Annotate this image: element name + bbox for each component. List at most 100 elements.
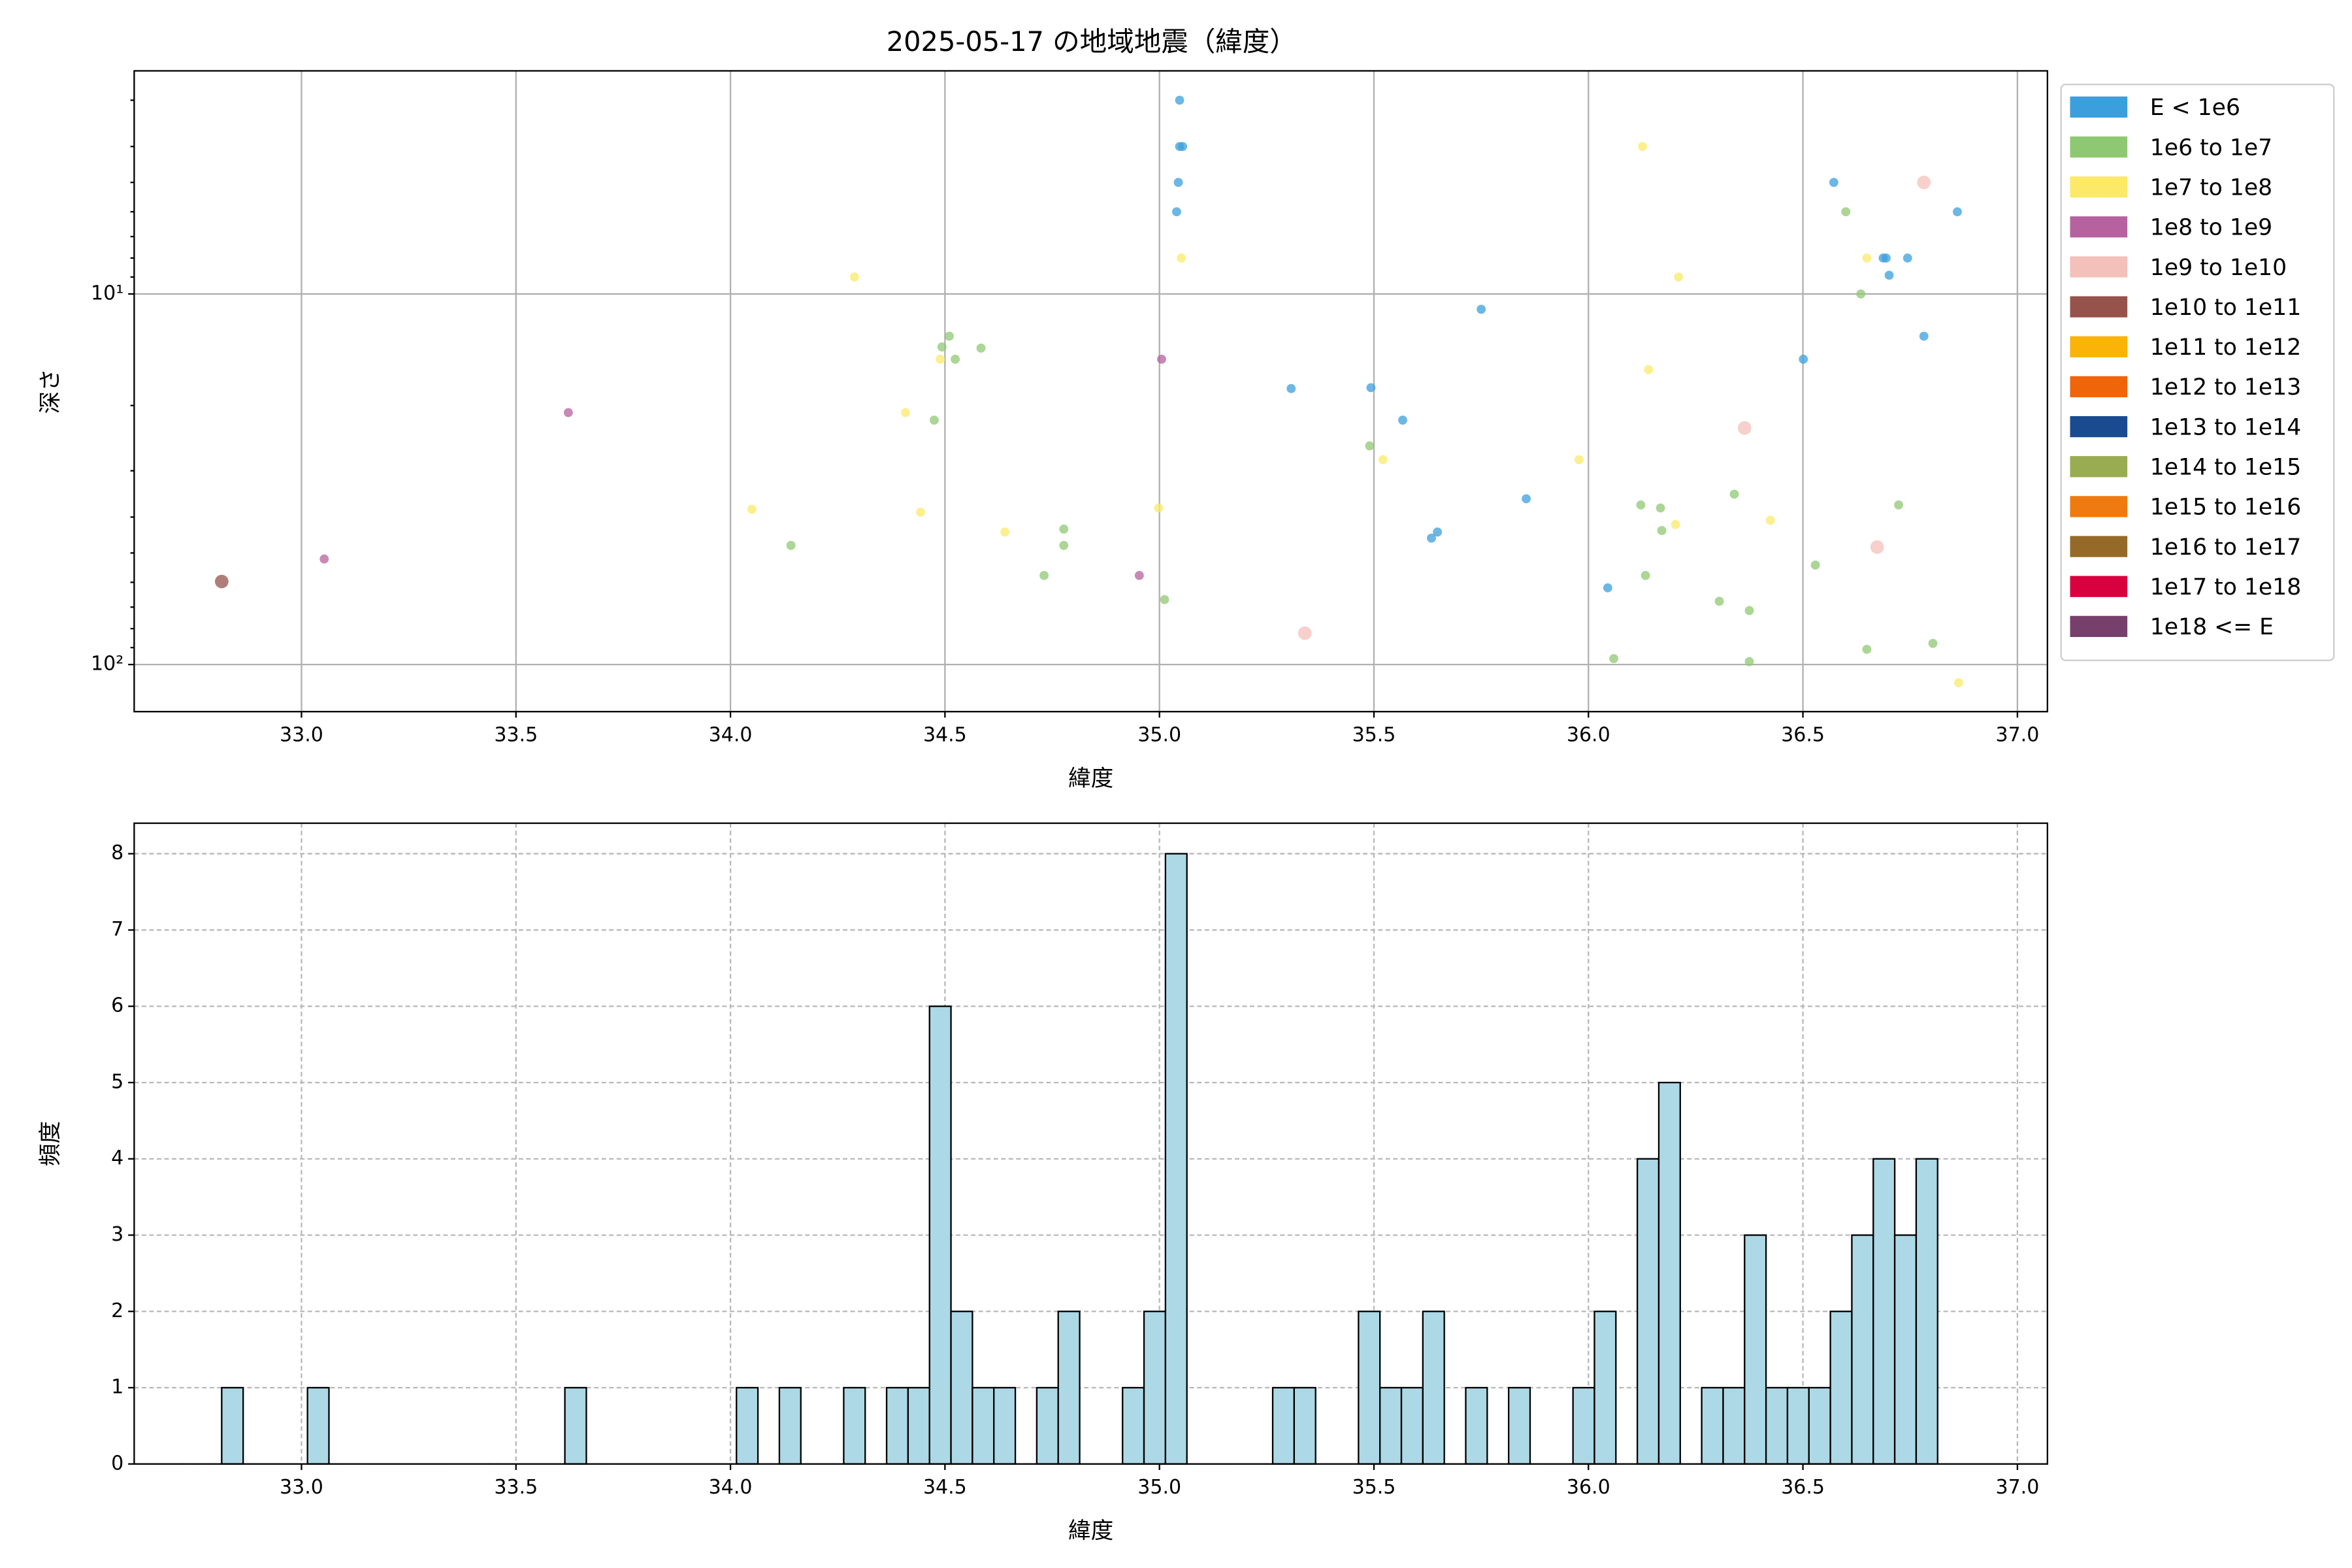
scatter-point [1039,570,1049,580]
x-tick-label: 37.0 [1995,1476,2039,1499]
scatter-point [901,408,910,417]
scatter-point [1638,142,1647,152]
scatter-point [1928,638,1938,648]
scatter-point [930,416,939,425]
scatter-point [1178,142,1188,152]
histogram-bar [928,1005,952,1465]
histogram-bar [1572,1386,1595,1465]
legend-label: 1e7 to 1e8 [2150,174,2272,201]
histogram-bar [1507,1386,1531,1465]
scatter-point [1603,583,1612,593]
scatter-point [951,354,960,364]
scatter-point [1737,421,1752,435]
y-axis-label: 深さ [37,368,63,414]
x-tick-label: 37.0 [1995,724,2039,747]
scatter-point [1365,441,1375,451]
scatter-point [1477,304,1486,314]
scatter-point [1953,207,1962,217]
histogram-bar [736,1386,759,1465]
legend-swatch [2070,296,2128,318]
plot-frame [133,822,2048,1465]
x-tick-label: 36.5 [1781,724,1825,747]
scatter-point [1641,570,1650,580]
scatter-point [1765,515,1775,525]
histogram-bar [993,1386,1017,1465]
y-tick-label: 0 [111,1452,123,1475]
x-tick-label: 35.0 [1137,724,1181,747]
x-tick-label: 36.0 [1567,724,1610,747]
y-tick-label: 6 [111,994,123,1017]
scatter-point [1810,560,1820,570]
scatter-point [849,272,859,282]
x-tick-label: 35.5 [1352,724,1396,747]
y-tick-label: 2 [111,1299,123,1322]
histogram-bar [1143,1311,1167,1465]
scatter-point [1919,331,1929,341]
x-tick-label: 35.0 [1137,1476,1181,1499]
scatter-point [1841,207,1851,217]
scatter-point [1674,272,1684,282]
scatter-point [1882,253,1891,263]
y-tick-label: 4 [111,1147,123,1169]
scatter-point [1059,524,1069,534]
x-tick-label: 34.0 [709,724,753,747]
legend-label: 1e12 to 1e13 [2150,374,2301,400]
scatter-point [1157,354,1166,364]
histogram-bar [778,1386,802,1465]
scatter-point [1433,527,1443,537]
y-tick-label: 10¹ [91,282,123,304]
scatter-point [1657,526,1667,536]
scatter-point [1917,175,1931,189]
scatter-point [1366,383,1376,393]
scatter-point [1172,207,1181,217]
legend-label: 1e6 to 1e7 [2150,135,2272,161]
histogram-bar [1164,853,1188,1465]
histogram-bar [1829,1311,1853,1465]
histogram-bar [1786,1386,1810,1465]
histogram-bar [1744,1234,1767,1465]
scatter-point [1829,178,1838,188]
histogram-bar [1808,1386,1831,1465]
x-tick-label: 34.0 [709,1476,753,1499]
scatter-point [563,408,573,417]
scatter-point [1522,494,1531,504]
scatter-point [1427,533,1436,543]
scatter-point [1656,503,1665,513]
x-axis-label: 緯度 [1068,1518,1113,1544]
y-tick-label: 5 [111,1070,123,1093]
histogram-bar [950,1311,973,1465]
histogram-bar [1636,1158,1660,1465]
legend-label: 1e9 to 1e10 [2150,255,2287,281]
scatter-point [1856,289,1866,299]
scatter-point [786,540,796,550]
scatter-point [945,331,954,341]
scatter-point [1574,455,1584,465]
scatter-point [1160,595,1169,604]
histogram-bar [1872,1158,1896,1465]
legend-label: 1e10 to 1e11 [2150,295,2301,321]
scatter-point [1175,95,1184,105]
scatter-point [1636,500,1646,510]
histogram-bar [972,1386,995,1465]
legend-box [2060,84,2335,661]
histogram-bar [1658,1081,1681,1465]
legend-swatch [2070,456,2128,478]
histogram-bar [1765,1386,1789,1465]
scatter-point [1398,416,1407,425]
scatter-point [1286,384,1296,393]
histogram-bar [1122,1386,1145,1465]
scatter-point [1298,626,1312,640]
scatter-point [1173,178,1183,188]
histogram-bar [1465,1386,1488,1465]
legend-swatch [2070,416,2128,438]
scatter-point [1671,519,1680,529]
x-tick-label: 36.5 [1781,1476,1825,1499]
x-tick-label: 33.0 [280,724,323,747]
scatter-point [1884,270,1894,280]
histogram-bar [1271,1386,1296,1465]
histogram-bar [1722,1386,1746,1465]
x-tick-label: 35.5 [1352,1476,1396,1499]
scatter-point [1894,500,1903,510]
histogram-bar [1915,1158,1938,1465]
